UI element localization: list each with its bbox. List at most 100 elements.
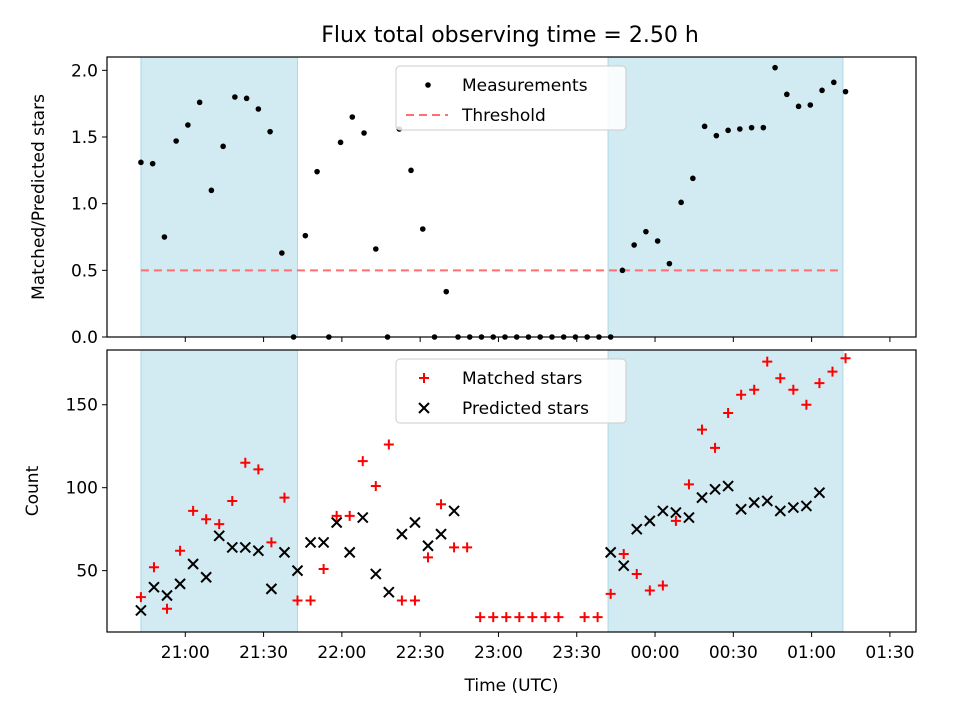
measurement-point xyxy=(185,122,191,128)
predicted-star-point xyxy=(304,536,317,549)
predicted-star-point xyxy=(683,511,695,524)
predicted-star-point xyxy=(709,483,721,496)
matched-star-point xyxy=(670,515,681,526)
measurement-point xyxy=(643,228,649,235)
matched-star-point xyxy=(436,499,447,510)
measurement-point xyxy=(631,242,637,248)
top-panel: 0.0 0.5 1.0 1.5 2.0 Matched/Predicted stars Me… xyxy=(29,56,917,348)
matched-star-point xyxy=(422,552,433,563)
measurement-point xyxy=(267,128,273,135)
legend-predicted-marker xyxy=(418,402,430,414)
measurement-point xyxy=(842,88,849,95)
predicted-star-point xyxy=(396,528,408,540)
chart-title: Flux total observing time = 2.50 h xyxy=(321,23,699,48)
predicted-star-point xyxy=(330,516,343,529)
matched-star-point xyxy=(449,542,460,553)
matched-star-point xyxy=(840,353,851,364)
predicted-star-point xyxy=(370,568,382,580)
measurement-point xyxy=(830,79,837,86)
top-y-tick-label: 2.0 xyxy=(71,61,98,81)
measurement-point xyxy=(748,124,755,131)
matched-star-point xyxy=(175,545,186,556)
x-tick-label: 22:00 xyxy=(317,643,366,663)
matched-star-point xyxy=(801,399,812,410)
x-tick-label: 23:00 xyxy=(474,643,523,663)
matched-star-point xyxy=(331,510,342,521)
matched-star-point xyxy=(409,595,420,606)
bottom-shaded-window xyxy=(140,349,299,633)
matched-star-point xyxy=(135,592,146,603)
predicted-star-point xyxy=(748,496,760,509)
matched-star-point xyxy=(162,603,173,614)
measurement-point xyxy=(138,159,144,166)
predicted-star-point xyxy=(213,530,225,542)
matched-star-point xyxy=(788,384,799,395)
measurement-point xyxy=(701,123,708,130)
matched-star-point xyxy=(462,542,473,553)
bottom-legend-label: Predicted stars xyxy=(462,399,589,419)
measurement-point xyxy=(243,95,250,102)
x-tick-label: 21:30 xyxy=(239,643,288,663)
matched-star-point xyxy=(540,612,551,623)
measurement-point xyxy=(314,168,320,175)
measurement-point xyxy=(772,64,778,71)
bottom-panel: 50 100 150 21:00 21:30 22:00 22:30 23:00 23:30 00… xyxy=(23,349,917,696)
predicted-star-point xyxy=(409,516,421,529)
matched-star-point xyxy=(736,389,747,400)
predicted-star-point xyxy=(148,581,160,593)
bottom-y-tick-label: 50 xyxy=(76,562,98,582)
measurement-point xyxy=(678,199,684,206)
measurement-point xyxy=(737,126,743,132)
matched-star-point xyxy=(644,585,655,596)
matched-star-point xyxy=(631,568,642,579)
measurement-point xyxy=(795,103,802,110)
top-shaded-window xyxy=(140,56,299,338)
measurement-point xyxy=(361,130,367,136)
matched-star-point xyxy=(266,537,277,548)
matched-star-point xyxy=(697,424,708,435)
measurement-point xyxy=(173,138,179,144)
matched-star-point xyxy=(396,595,407,606)
measurement-point xyxy=(149,160,156,167)
measurement-point xyxy=(760,124,767,131)
bottom-y-axis-label: Count xyxy=(23,465,43,516)
measurement-point xyxy=(807,102,814,108)
predicted-star-point xyxy=(200,571,212,583)
top-legend-label: Measurements xyxy=(462,76,588,96)
predicted-star-point xyxy=(448,505,460,517)
predicted-star-point xyxy=(631,523,643,535)
matched-star-point xyxy=(579,612,590,623)
predicted-star-point xyxy=(435,528,447,540)
measurement-point xyxy=(220,143,226,150)
measurement-point xyxy=(819,87,825,94)
measurement-point xyxy=(443,288,450,295)
x-tick-label: 23:30 xyxy=(552,643,601,663)
x-tick-label: 01:30 xyxy=(865,643,914,663)
matched-star-point xyxy=(683,479,694,490)
measurement-point xyxy=(419,226,426,232)
matched-star-point xyxy=(240,457,251,468)
matched-star-point xyxy=(188,505,199,516)
predicted-star-point xyxy=(813,486,826,499)
bottom-shaded-window xyxy=(607,349,844,633)
predicted-star-point xyxy=(278,546,291,559)
x-tick-label: 22:30 xyxy=(396,643,445,663)
x-tick-label: 00:00 xyxy=(631,643,680,663)
matched-star-point xyxy=(292,595,303,606)
bottom-axes-frame xyxy=(106,349,917,633)
measurement-point xyxy=(232,94,238,100)
predicted-star-point xyxy=(317,536,330,549)
matched-star-point xyxy=(279,492,290,503)
measurement-point xyxy=(349,114,356,120)
predicted-star-point xyxy=(787,501,800,514)
predicted-star-point xyxy=(343,546,356,559)
top-legend-box xyxy=(395,65,627,131)
matched-star-point xyxy=(814,378,825,389)
matched-star-point xyxy=(592,612,603,623)
matched-star-point xyxy=(605,588,616,599)
x-tick-label: 00:30 xyxy=(709,643,758,663)
top-legend-label: Threshold xyxy=(461,106,546,126)
predicted-star-point xyxy=(800,500,813,512)
measurement-point xyxy=(255,106,262,112)
